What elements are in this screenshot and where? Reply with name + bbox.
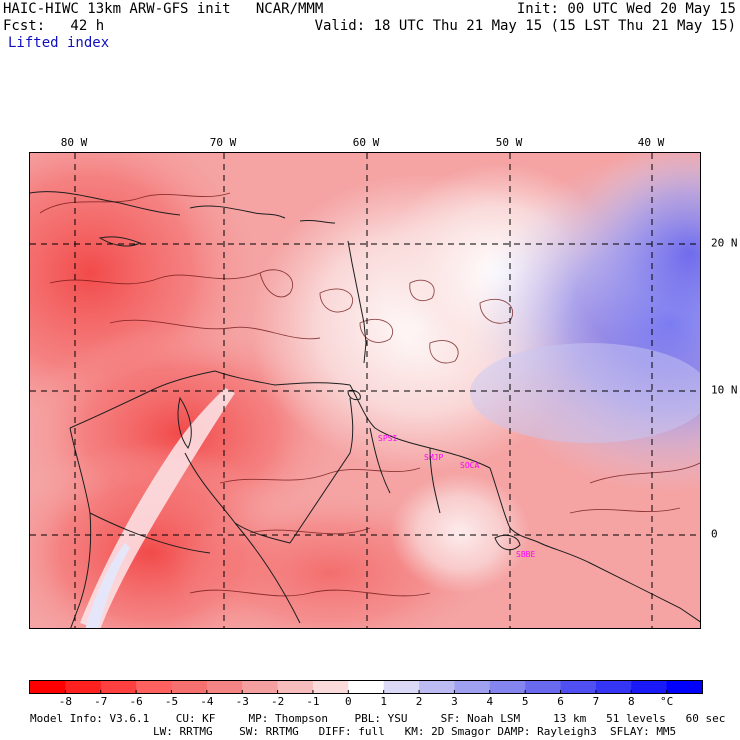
station-label: SMJP: [424, 453, 444, 462]
colorbar-tick-label: 7: [592, 695, 600, 708]
init-time: Init: 00 UTC Wed 20 May 15: [516, 1, 736, 17]
colorbar-swatch: [419, 681, 455, 693]
colorbar-swatch: [242, 681, 279, 693]
colorbar-swatch: [489, 681, 526, 693]
lon-label: 40 W: [637, 136, 665, 149]
colorbar-tick-label: 4: [486, 695, 494, 708]
station-label: SOCA: [460, 461, 480, 470]
colorbar-swatch: [631, 681, 668, 693]
physics-info: LW: RRTMG SW: RRTMG DIFF: full KM: 2D Sm…: [153, 725, 677, 738]
field-region: [570, 153, 700, 373]
colorbar-swatch: [171, 681, 208, 693]
lat-label: 10 N: [711, 383, 738, 397]
colorbar-swatch: [30, 681, 66, 693]
colorbar-tick-label: 1: [380, 695, 387, 708]
coastlines: [30, 191, 700, 628]
colorbar-tick-label: -5: [164, 695, 179, 708]
colorbar-tick-label: -3: [235, 695, 249, 708]
field-region: [470, 343, 700, 443]
li-contours: [39, 192, 700, 597]
colorbar-swatch: [277, 681, 314, 693]
colorbar-tick-label: -2: [270, 695, 285, 708]
station-label: SBBE: [516, 550, 536, 559]
colorbar-swatch: [454, 681, 491, 693]
lon-label: 80 W: [60, 136, 88, 149]
colorbar-swatch: [65, 681, 102, 693]
lat-label: 0: [711, 527, 718, 541]
lon-label: 50 W: [495, 136, 523, 149]
colorbar-tick-label: -8: [58, 695, 72, 708]
colorbar-swatch: [206, 681, 243, 693]
lifted-index-map: [29, 152, 701, 629]
colorbar-tick-label: 6: [557, 695, 564, 708]
valid-time: Valid: 18 UTC Thu 21 May 15 (15 LST Thu …: [314, 18, 736, 34]
model-title: HAIC-HIWC 13km ARW-GFS init NCAR/MMM: [3, 1, 324, 17]
colorbar-swatch: [383, 681, 420, 693]
colorbar-swatch: [348, 681, 385, 693]
colorbar-swatch: [100, 681, 137, 693]
colorbar-swatch: [525, 681, 562, 693]
colorbar-tick-label: 0: [345, 695, 352, 708]
forecast-hour: Fcst: 42 h: [3, 18, 105, 34]
colorbar-swatch: [666, 681, 703, 693]
map-field: [30, 153, 700, 628]
lat-label: 20 N: [711, 236, 738, 250]
lat-lon-grid: [30, 153, 700, 628]
lon-label: 70 W: [209, 136, 237, 149]
colorbar-swatch: [595, 681, 632, 693]
lon-label: 60 W: [352, 136, 380, 149]
colorbar-tick-label: -7: [94, 695, 108, 708]
colorbar-swatch: [560, 681, 597, 693]
field-region: [85, 543, 130, 628]
colorbar-tick-label: -4: [200, 695, 214, 708]
colorbar: [29, 680, 703, 694]
colorbar-tick-label: 3: [451, 695, 458, 708]
colorbar-tick-label: 5: [521, 695, 529, 708]
field-name: Lifted index: [8, 35, 110, 51]
model-info: Model Info: V3.6.1 CU: KF MP: Thompson P…: [30, 712, 726, 725]
colorbar-swatch: [136, 681, 172, 693]
colorbar-swatch: [312, 681, 349, 693]
station-label: SPSI: [378, 434, 398, 443]
colorbar-tick-label: -6: [129, 695, 143, 708]
colorbar-tick-label: 2: [415, 695, 423, 708]
colorbar-tick-label: -1: [306, 695, 320, 708]
colorbar-tick-label: °C: [660, 695, 674, 708]
colorbar-tick-label: 8: [627, 695, 635, 708]
field-region: [390, 473, 530, 593]
